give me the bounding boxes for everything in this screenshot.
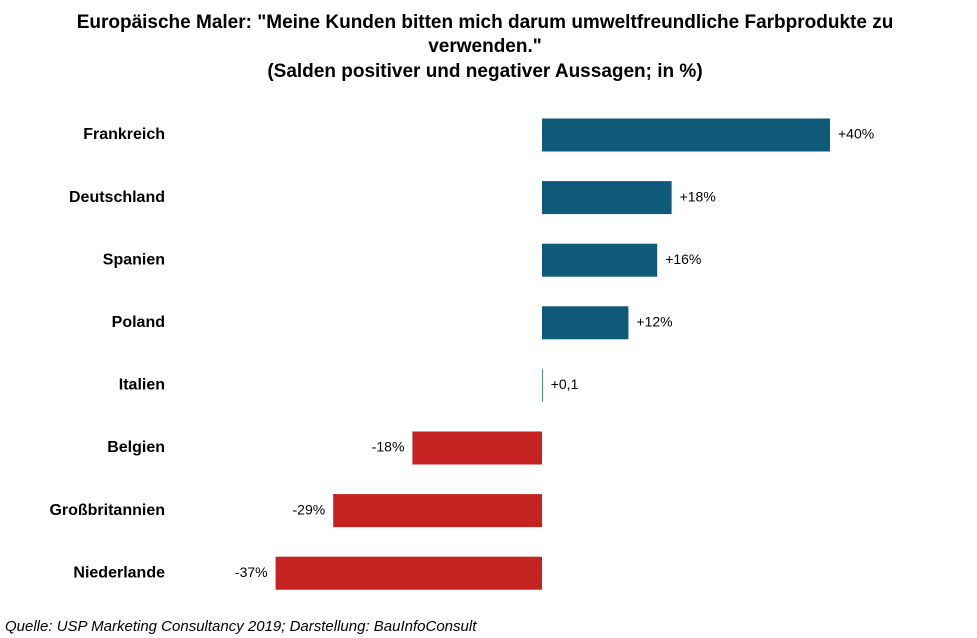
category-label: Niederlande <box>73 564 165 581</box>
bar <box>542 243 658 277</box>
bar <box>542 306 629 340</box>
category-label: Belgien <box>107 439 165 456</box>
chart-title: Europäische Maler: "Meine Kunden bitten … <box>77 12 894 33</box>
bar <box>542 181 672 215</box>
category-label: Deutschland <box>69 189 165 206</box>
value-label: +12% <box>636 314 672 330</box>
category-label: Spanien <box>103 251 165 268</box>
category-label: Italien <box>119 377 165 394</box>
value-label: -18% <box>372 439 405 455</box>
bar <box>542 368 543 402</box>
category-label: Großbritannien <box>49 502 165 519</box>
value-label: +18% <box>680 188 716 204</box>
value-label: -37% <box>235 564 268 580</box>
value-label: +40% <box>838 126 874 142</box>
category-label: Frankreich <box>83 126 165 143</box>
bar <box>412 431 542 465</box>
value-label: +16% <box>665 251 701 267</box>
category-label: Poland <box>112 314 165 331</box>
bar <box>333 494 542 528</box>
source-note: Quelle: USP Marketing Consultancy 2019; … <box>5 618 477 635</box>
value-label: +0,1 <box>551 376 579 392</box>
bar <box>275 556 542 590</box>
value-label: -29% <box>293 501 326 517</box>
bar <box>542 118 830 152</box>
chart-subtitle: (Salden positiver und negativer Aussagen… <box>267 61 702 82</box>
chart-title: verwenden." <box>428 36 542 57</box>
